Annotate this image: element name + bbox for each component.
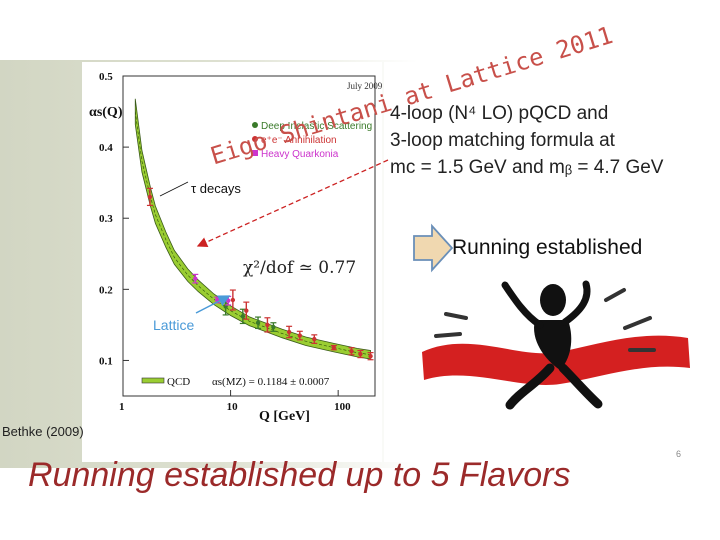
data-point <box>146 187 153 207</box>
point-marker <box>225 298 231 303</box>
lattice-annotation: Lattice <box>153 317 194 333</box>
tau-annotation: τ decays <box>191 181 241 196</box>
data-point <box>330 344 337 351</box>
data-point <box>239 308 246 325</box>
slide-footer-title: Running established up to 5 Flavors <box>28 456 571 494</box>
arrow-right-icon <box>413 223 454 273</box>
point-marker <box>368 353 373 359</box>
qcd-formula: αs(MZ) = 0.1184 ± 0.0007 <box>212 376 330 388</box>
data-point <box>270 322 277 332</box>
runner-leg-right <box>558 363 603 409</box>
x-tick-label: 1 <box>119 401 125 413</box>
qcd-legend-label: QCD <box>167 376 190 388</box>
y-axis-label: αs(Q) <box>89 105 123 120</box>
runner-body <box>534 320 572 370</box>
description-line-3: mᴄ = 1.5 GeV and mᵦ = 4.7 GeV <box>390 157 664 178</box>
data-point <box>192 273 199 284</box>
qcd-legend-swatch <box>141 377 165 384</box>
legend-hq: Heavy Quarkonia <box>261 149 339 160</box>
date-label: July 2009 <box>347 81 383 91</box>
chi2-annotation: χ²/dof ≃ 0.77 <box>243 258 356 278</box>
point-marker <box>271 324 276 330</box>
data-point <box>243 301 250 320</box>
motion-lines <box>434 288 656 352</box>
x-tick-label: 10 <box>227 401 239 413</box>
legend-box <box>256 118 371 160</box>
description-arrow <box>196 159 389 247</box>
x-ticks: 1 10 100 <box>119 390 351 413</box>
data-point <box>286 325 293 339</box>
description-line-2: 3-loop matching formula at <box>390 130 615 151</box>
runner-head <box>540 284 566 316</box>
point-marker <box>331 345 337 350</box>
runner-arm-left <box>501 281 544 329</box>
point-marker <box>193 276 198 281</box>
legend: Deep Inelastic Scattering e⁺e⁻ Annihilat… <box>252 118 372 160</box>
point-marker <box>312 336 317 342</box>
data-point <box>357 349 364 359</box>
point-marker <box>230 297 236 303</box>
legend-marker-ee <box>252 136 258 142</box>
page-number: 6 <box>676 449 682 459</box>
point-marker <box>349 349 354 354</box>
data-point <box>311 334 318 344</box>
x-axis-label: Q [GeV] <box>259 409 310 424</box>
point-marker <box>286 329 292 335</box>
point-marker <box>358 351 363 357</box>
legend-dis: Deep Inelastic Scattering <box>261 121 372 132</box>
data-point <box>229 289 236 311</box>
runner-icon <box>422 280 690 410</box>
data-point <box>264 317 271 333</box>
data-point <box>367 352 374 361</box>
legend-marker-dis <box>252 122 258 128</box>
y-tick-label: 0.1 <box>99 355 113 367</box>
running-established-banner: Running established <box>452 236 643 259</box>
plot-frame <box>122 75 376 397</box>
legend-ee: e⁺e⁻ Annihilation <box>261 135 337 146</box>
y-tick-label: 0.2 <box>99 284 113 296</box>
runner-arm-right <box>561 280 591 326</box>
point-marker <box>255 320 261 325</box>
y-tick-label: 0.5 <box>99 71 113 83</box>
data-point <box>296 330 303 341</box>
y-tick-label: 0.3 <box>99 213 113 225</box>
point-marker <box>240 314 246 319</box>
point-marker <box>244 308 249 313</box>
runner-leg-left <box>505 363 555 410</box>
citation: Bethke (2009) <box>2 424 84 439</box>
lattice-arrow <box>195 295 231 314</box>
tau-pointer <box>159 181 189 197</box>
data-point <box>255 316 262 330</box>
legend-marker-hq <box>252 150 258 156</box>
y-ticks: 0.1 0.2 0.3 0.4 0.5 <box>99 71 129 367</box>
x-tick-label: 100 <box>334 401 351 413</box>
point-marker <box>265 322 270 328</box>
y-tick-label: 0.4 <box>99 142 113 154</box>
description-text: 4-loop (N⁴ LO) pQCD and 3-loop matching … <box>390 100 663 181</box>
point-marker <box>297 333 303 338</box>
point-marker <box>147 194 153 200</box>
description-line-1: 4-loop (N⁴ LO) pQCD and <box>390 103 609 124</box>
data-point <box>348 347 355 356</box>
